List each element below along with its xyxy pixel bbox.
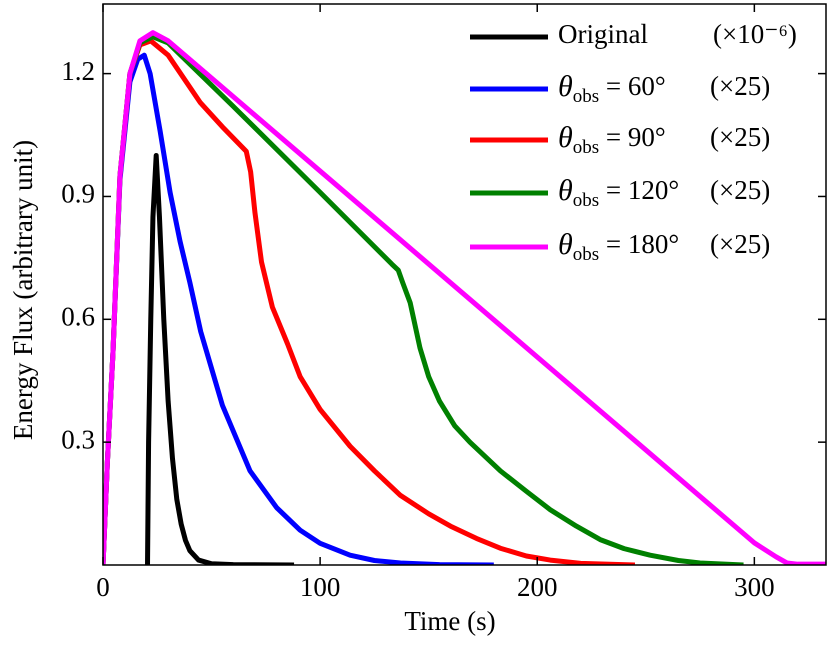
legend-label: θobs = 120° — [558, 174, 679, 211]
x-tick-label: 100 — [300, 572, 341, 602]
legend-label-part: obs — [573, 244, 599, 265]
series-line — [145, 153, 295, 565]
plot-area — [103, 30, 826, 565]
legend-label-part: θ — [558, 174, 573, 207]
plot-frame — [102, 3, 827, 566]
legend-label-part: θ — [558, 121, 573, 154]
y-tick-label: 0.6 — [61, 302, 95, 332]
legend-label: θobs = 90° — [558, 121, 666, 158]
legend-label-part: obs — [573, 190, 599, 211]
series-line — [103, 34, 744, 565]
legend-label-part: θ — [558, 228, 573, 261]
x-tick-label: 0 — [96, 572, 110, 602]
y-axis-label: Energy Flux (arbitrary unit) — [8, 140, 38, 440]
legend-label-part: obs — [573, 86, 599, 107]
legend-label-part: θ — [558, 70, 573, 103]
legend-scale: (×25) — [710, 71, 770, 101]
x-axis-label: Time (s) — [404, 606, 495, 636]
legend-label: θobs = 60° — [558, 70, 666, 107]
y-tick-label: 1.2 — [61, 56, 95, 86]
x-tick-label: 200 — [517, 572, 558, 602]
series-line — [103, 30, 826, 565]
legend-scale: (×10⁻⁶) — [713, 19, 797, 49]
series-line — [103, 38, 636, 565]
x-tick-label: 300 — [734, 572, 775, 602]
legend-label: Original — [558, 19, 648, 49]
legend-label-part: obs — [573, 137, 599, 158]
legend-scale: (×25) — [710, 122, 770, 152]
legend-label-part: = 60° — [599, 71, 666, 101]
legend-scale: (×25) — [710, 175, 770, 205]
y-tick-label: 0.9 — [61, 179, 95, 209]
legend-label-part: = 180° — [599, 229, 679, 259]
legend-label: θobs = 180° — [558, 228, 679, 265]
legend-label-part: = 120° — [599, 175, 679, 205]
legend-label-part: = 90° — [599, 122, 666, 152]
y-tick-label: 0.3 — [61, 424, 95, 454]
legend-scale: (×25) — [710, 229, 770, 259]
